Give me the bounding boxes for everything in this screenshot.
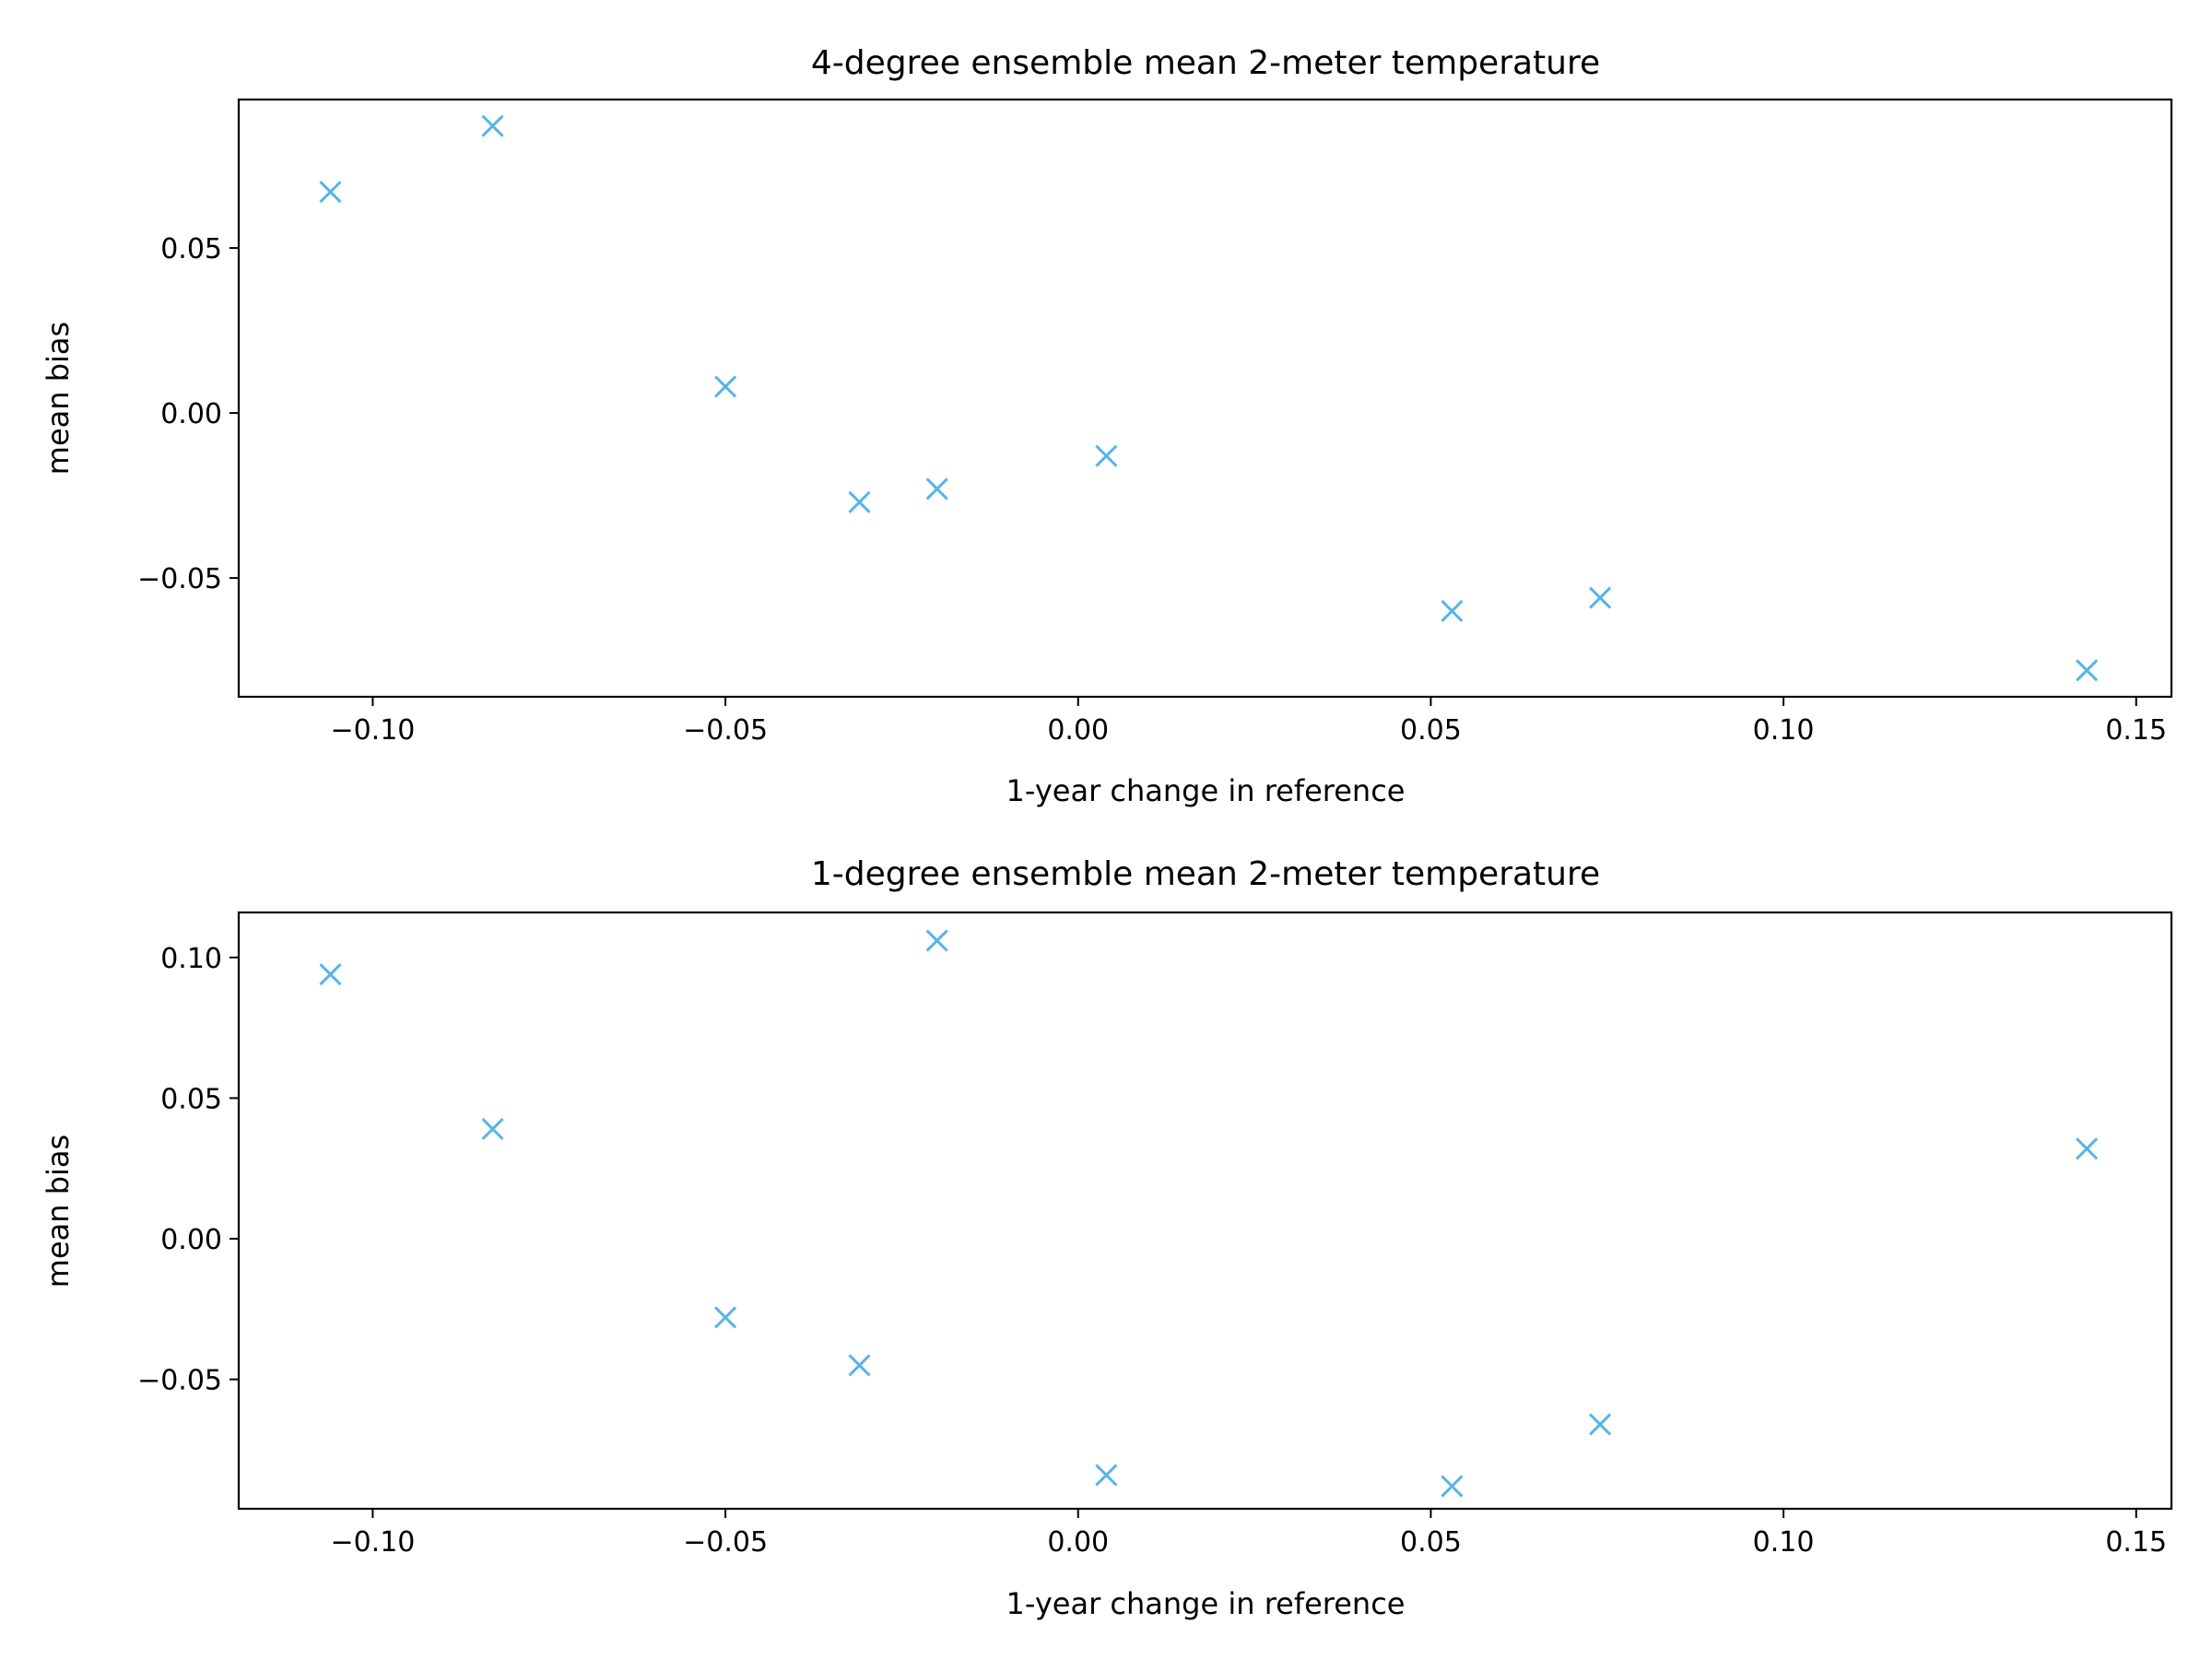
x-tick-label: 0.00 — [1047, 1526, 1109, 1559]
y-tick-label: 0.00 — [160, 398, 222, 430]
data-point — [714, 1306, 737, 1329]
y-axis-label: mean bias — [41, 322, 76, 475]
data-point — [925, 477, 948, 500]
x-axis-label: 1-year change in reference — [1006, 1586, 1406, 1621]
data-point — [319, 963, 342, 986]
data-point — [2076, 659, 2099, 682]
data-point — [1589, 1413, 1612, 1436]
data-point — [848, 1354, 871, 1377]
x-tick-label: −0.10 — [330, 1526, 415, 1559]
data-points — [319, 114, 2099, 682]
y-axis-label: mean bias — [41, 1135, 76, 1288]
y-tick-label: −0.05 — [137, 563, 222, 595]
x-tick-label: −0.05 — [683, 714, 768, 747]
x-tick-label: −0.05 — [683, 1526, 768, 1559]
y-tick-label: 0.05 — [160, 233, 222, 265]
y-tick-label: −0.05 — [137, 1365, 222, 1397]
x-tick-label: 0.10 — [1753, 1526, 1815, 1559]
y-tick-label: 0.00 — [160, 1224, 222, 1256]
axis-ticks — [229, 247, 2137, 706]
data-point — [1095, 1464, 1118, 1487]
panel-4-degree: 4-degree ensemble mean 2-meter temperatu… — [41, 44, 2173, 808]
data-point — [714, 375, 737, 398]
x-tick-label: 0.15 — [2105, 714, 2167, 747]
data-point — [319, 181, 342, 204]
x-tick-label: 0.05 — [1400, 714, 1462, 747]
data-point — [1441, 599, 1464, 622]
data-point — [481, 1117, 504, 1141]
data-point — [925, 929, 948, 952]
chart-title: 1-degree ensemble mean 2-meter temperatu… — [811, 855, 1600, 893]
data-point — [1095, 444, 1118, 467]
panel-1-degree: 1-degree ensemble mean 2-meter temperatu… — [41, 855, 2173, 1621]
y-tick-label: 0.05 — [160, 1083, 222, 1115]
data-point — [481, 114, 504, 137]
x-axis-label: 1-year change in reference — [1006, 773, 1406, 808]
data-points — [319, 929, 2099, 1498]
data-point — [2076, 1137, 2099, 1160]
x-tick-label: 0.00 — [1047, 714, 1109, 747]
data-point — [848, 490, 871, 513]
tick-labels: −0.10 −0.05 0.00 0.05 0.10 0.15 −0.05 0.00 0.05 0… — [137, 943, 2167, 1559]
plot-frame — [237, 911, 2173, 1511]
plot-frame — [237, 98, 2173, 699]
x-tick-label: 0.05 — [1400, 1526, 1462, 1559]
data-point — [1589, 586, 1612, 609]
y-tick-label: 0.10 — [160, 943, 222, 975]
axis-ticks — [229, 956, 2137, 1518]
x-tick-label: 0.10 — [1753, 714, 1815, 747]
x-tick-label: 0.15 — [2105, 1526, 2167, 1559]
x-tick-label: −0.10 — [330, 714, 415, 747]
tick-labels: −0.10 −0.05 0.00 0.05 0.10 0.15 −0.05 0.00 0.05 — [137, 233, 2167, 747]
data-point — [1441, 1475, 1464, 1498]
chart-title: 4-degree ensemble mean 2-meter temperatu… — [811, 44, 1600, 82]
